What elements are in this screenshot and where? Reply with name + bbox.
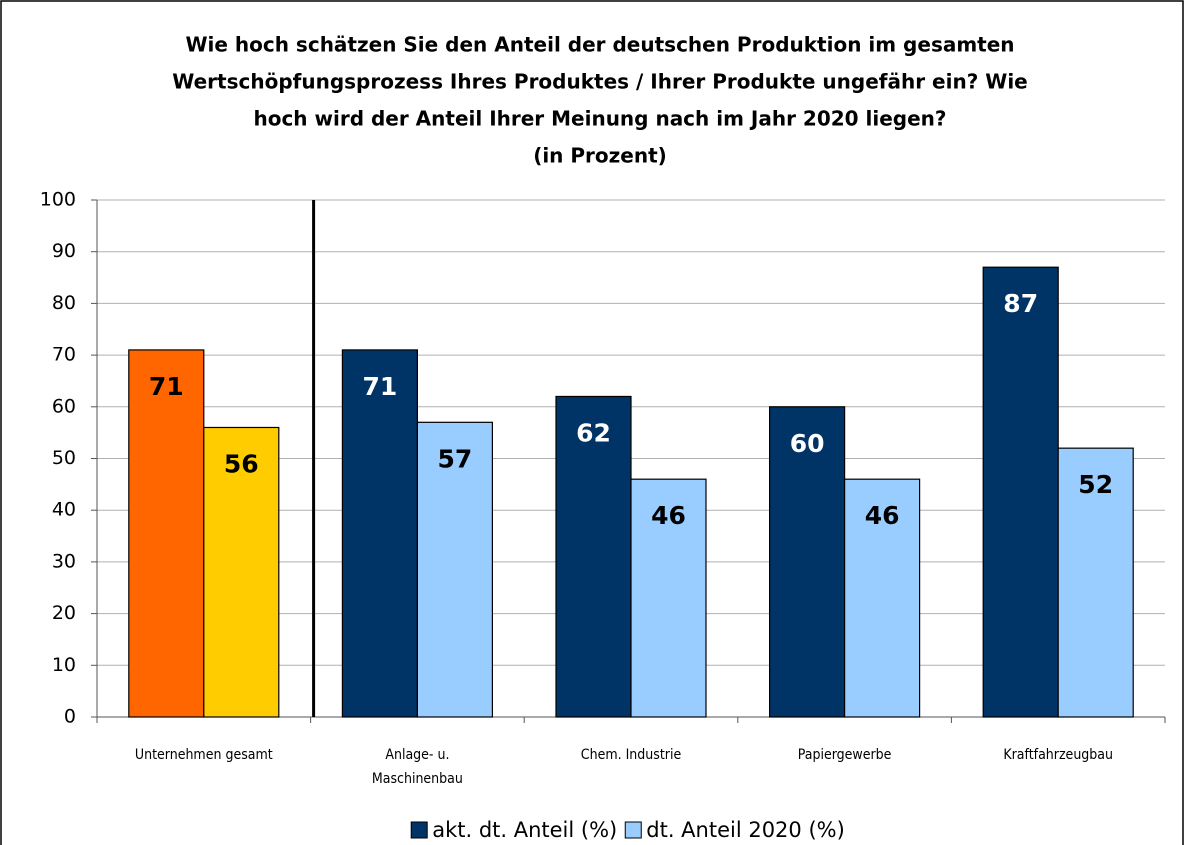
data-label: 62 <box>576 418 611 447</box>
bar <box>555 395 632 718</box>
legend-label: dt. Anteil 2020 (%) <box>646 818 845 842</box>
bar <box>982 266 1059 718</box>
data-label: 87 <box>1003 289 1038 318</box>
x-tick-label: Kraftfahrzeugbau <box>1003 747 1113 763</box>
legend-swatch <box>410 821 428 839</box>
x-tick-label: Chem. Industrie <box>580 747 682 763</box>
chart-title: Wertschöpfungsprozess Ihres Produktes / … <box>172 70 1028 94</box>
y-tick-label: 80 <box>52 292 76 314</box>
bar <box>843 478 921 718</box>
bar <box>1057 447 1134 718</box>
x-tick-label: Papiergewerbe <box>797 747 892 763</box>
y-tick-label: 60 <box>52 395 76 417</box>
y-tick-label: 40 <box>52 499 76 521</box>
y-tick-label: 50 <box>52 447 76 469</box>
legend-label: akt. dt. Anteil (%) <box>432 818 617 842</box>
bar <box>768 406 846 718</box>
data-label: 46 <box>651 501 686 530</box>
bar <box>341 349 418 718</box>
legend-swatch <box>624 821 642 839</box>
y-tick-label: 20 <box>52 602 76 624</box>
data-label: 52 <box>1078 470 1113 499</box>
data-label: 56 <box>224 449 259 478</box>
data-label: 60 <box>790 429 825 458</box>
x-tick-label: Anlage- u. Maschinenbau <box>371 747 463 787</box>
bar <box>630 478 707 718</box>
data-label: 71 <box>363 372 398 401</box>
data-label: 57 <box>438 444 473 473</box>
y-tick-label: 90 <box>52 240 76 262</box>
y-tick-label: 0 <box>64 706 76 728</box>
bar <box>203 426 280 718</box>
y-tick-label: 30 <box>52 550 76 572</box>
legend: akt. dt. Anteil (%) dt. Anteil 2020 (%) <box>410 818 845 842</box>
y-tick-label: 100 <box>40 189 76 211</box>
y-tick-label: 70 <box>52 344 76 366</box>
data-label: 46 <box>865 501 900 530</box>
x-tick-label: Unternehmen gesamt <box>134 747 273 763</box>
y-tick-label: 10 <box>52 654 76 676</box>
chart-title: hoch wird der Anteil Ihrer Meinung nach … <box>253 107 946 131</box>
bar <box>416 421 493 718</box>
data-label: 71 <box>149 372 184 401</box>
chart-subtitle: (in Prozent) <box>533 144 667 168</box>
chart-title: Wie hoch schätzen Sie den Anteil der deu… <box>185 33 1014 57</box>
bar <box>128 349 205 718</box>
